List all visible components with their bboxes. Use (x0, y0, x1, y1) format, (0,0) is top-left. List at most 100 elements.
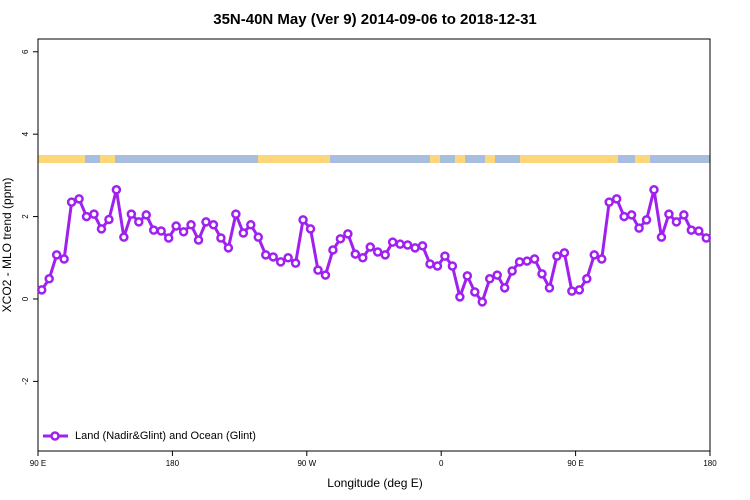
point (298, 215, 308, 225)
point (148, 225, 159, 235)
point (283, 253, 293, 263)
point (686, 225, 697, 235)
point (619, 211, 629, 222)
point (290, 258, 301, 268)
point (36, 285, 47, 295)
point (395, 239, 405, 249)
point (425, 259, 435, 269)
point (455, 292, 465, 302)
point (305, 224, 316, 234)
point (507, 266, 517, 276)
point (432, 261, 443, 271)
point (104, 214, 114, 225)
point (440, 251, 450, 261)
point (193, 235, 204, 245)
point (544, 283, 555, 293)
x-tick-label: 90 E (30, 459, 46, 468)
point (74, 194, 84, 204)
point (335, 234, 346, 244)
point (350, 249, 361, 259)
point (649, 185, 659, 195)
point (596, 254, 607, 264)
point (66, 197, 77, 207)
point (275, 257, 286, 267)
point (477, 297, 488, 307)
point (268, 252, 278, 262)
point (380, 250, 390, 260)
point (313, 265, 323, 275)
x-tick-label: 90 E (567, 459, 583, 468)
point (178, 227, 189, 237)
point (664, 209, 674, 219)
legend-label: Land (Nadir&Glint) and Ocean (Glint) (75, 430, 256, 442)
y-tick-label: 6 (21, 49, 30, 54)
point (134, 217, 144, 227)
point (126, 209, 137, 219)
point (208, 220, 219, 230)
point (44, 274, 54, 284)
plot-frame (37, 38, 711, 452)
chart-title: 35N-40N May (Ver 9) 2014-09-06 to 2018-1… (213, 11, 537, 28)
x-tick-label: 90 W (297, 459, 316, 468)
point (552, 251, 562, 261)
y-tick-label: 4 (21, 131, 30, 136)
point (626, 210, 637, 220)
point (216, 233, 226, 243)
x-tick-label: 180 (166, 459, 180, 468)
point (320, 270, 331, 280)
point (492, 270, 502, 280)
point (223, 243, 234, 253)
point (89, 209, 99, 219)
point (529, 254, 540, 264)
point (410, 243, 420, 253)
point (51, 250, 62, 260)
point (514, 257, 525, 267)
point (141, 210, 152, 220)
point (253, 232, 264, 242)
point (246, 220, 256, 230)
point (656, 232, 667, 242)
point (604, 197, 614, 207)
point (417, 241, 428, 251)
point (574, 285, 585, 295)
map-strip (38, 155, 710, 163)
y-tick-label: -2 (21, 377, 30, 385)
point (365, 242, 376, 252)
point (201, 217, 211, 227)
x-axis-label: Longitude (deg E) (327, 476, 422, 490)
point (358, 253, 368, 263)
point (470, 287, 480, 297)
point (343, 229, 353, 239)
point (641, 215, 652, 225)
y-tick-label: 2 (21, 214, 30, 219)
point (171, 221, 181, 231)
point (402, 240, 413, 250)
point (679, 210, 689, 220)
point (484, 274, 495, 284)
point (522, 256, 532, 266)
y-axis-label: XCO2 - MLO trend (ppm) (0, 178, 14, 313)
point (537, 269, 547, 279)
point (611, 194, 622, 204)
point (499, 283, 510, 293)
point (372, 247, 383, 257)
y-tick-label: 0 (21, 296, 30, 301)
point (701, 233, 712, 243)
point (186, 220, 196, 230)
legend-marker (50, 431, 60, 441)
point (231, 209, 241, 219)
point (81, 211, 92, 222)
point (694, 226, 704, 236)
point (119, 232, 129, 242)
point (589, 250, 600, 260)
point (156, 226, 166, 236)
point (462, 271, 473, 281)
point (59, 254, 69, 264)
x-tick-label: 180 (703, 459, 717, 468)
point (671, 217, 682, 227)
point (238, 228, 249, 238)
point (328, 245, 338, 255)
point (634, 223, 644, 233)
point (163, 233, 174, 243)
